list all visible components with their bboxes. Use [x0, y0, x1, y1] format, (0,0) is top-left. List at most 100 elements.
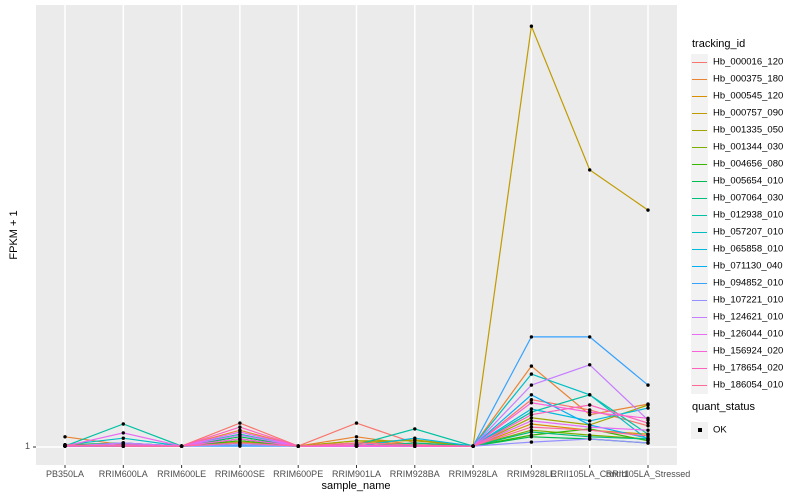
legend-item: Hb_156924_020 — [691, 342, 800, 360]
data-point — [238, 437, 242, 441]
data-point — [238, 430, 242, 434]
data-point — [588, 428, 592, 432]
legend-item-label: Hb_107221_010 — [713, 294, 784, 306]
legend-key-swatch — [691, 172, 708, 190]
data-point — [354, 421, 359, 425]
legend-item: Hb_004656_080 — [691, 155, 800, 173]
legend-item: Hb_000016_120 — [691, 53, 800, 71]
legend-key-swatch — [691, 155, 708, 173]
data-point — [529, 413, 534, 417]
legend-line-icon — [692, 299, 707, 302]
legend-item-label: Hb_012938_010 — [713, 209, 784, 221]
legend-line-icon — [692, 146, 707, 149]
data-point — [646, 208, 650, 212]
black-point-icon — [697, 428, 702, 432]
x-tick-label-RRIM928LE: RRIM928LE — [506, 469, 556, 479]
legend-item: Hb_000375_180 — [691, 70, 800, 88]
legend-line-icon — [692, 282, 707, 285]
legend-line-icon — [692, 214, 707, 217]
legend-item: Hb_071130_040 — [691, 257, 800, 275]
data-point — [646, 383, 650, 387]
legend-key-swatch — [691, 206, 708, 224]
legend-key-swatch — [691, 70, 708, 88]
legend-key-swatch — [691, 104, 708, 122]
legend-line-icon — [692, 231, 707, 234]
x-tick-label-RRIM928LA: RRIM928LA — [448, 469, 498, 479]
data-point — [529, 364, 534, 368]
x-tick-label-RRIM600PE: RRIM600PE — [273, 469, 324, 479]
data-point — [296, 444, 300, 448]
data-point — [238, 421, 242, 425]
legend-item: Hb_007064_030 — [691, 189, 800, 207]
legend-key-swatch — [691, 274, 708, 292]
data-point — [588, 403, 592, 407]
legend-key-swatch — [691, 308, 708, 326]
legend-item-label: Hb_071130_040 — [713, 260, 783, 272]
data-point — [238, 441, 242, 445]
legend-item-label: Hb_156924_020 — [713, 345, 784, 357]
legend-key-swatch — [691, 223, 708, 241]
x-axis-title: sample_name — [321, 480, 391, 492]
legend-item: Hb_126044_010 — [691, 325, 800, 343]
x-tick-label-RRIM928BA: RRIM928BA — [389, 469, 440, 479]
quant-status-label: OK — [713, 424, 727, 436]
legend-key-swatch — [691, 121, 708, 139]
quant-status-item: OK — [691, 421, 800, 439]
legend-line-icon — [692, 367, 707, 370]
legend-item: Hb_065858_010 — [691, 240, 800, 258]
legend-item-label: Hb_000016_120 — [713, 56, 784, 68]
legend-line-icon — [692, 78, 707, 81]
legend-item: Hb_094852_010 — [691, 274, 800, 292]
legend-item: Hb_107221_010 — [691, 291, 800, 309]
y-axis-title: FPKM + 1 — [8, 210, 20, 260]
data-point — [588, 437, 592, 441]
data-point — [121, 436, 126, 440]
legend-key-swatch — [691, 359, 708, 377]
data-point — [588, 413, 592, 417]
data-point — [529, 401, 534, 405]
data-point — [646, 403, 650, 407]
data-point — [529, 393, 534, 397]
legend-key-swatch — [691, 240, 708, 258]
legend-line-icon — [692, 384, 707, 387]
data-point — [471, 444, 475, 448]
legend-item-label: Hb_186054_010 — [713, 379, 784, 391]
data-point — [646, 416, 650, 420]
data-point — [238, 425, 242, 429]
data-point — [238, 433, 242, 437]
data-point — [529, 425, 534, 429]
legend-item-label: Hb_126044_010 — [713, 328, 784, 340]
legend-item: Hb_124621_010 — [691, 308, 800, 326]
data-point — [529, 416, 534, 420]
legend-key-swatch — [691, 87, 708, 105]
data-point — [529, 430, 534, 434]
x-tick-label-RRIM600LE: RRIM600LE — [157, 469, 207, 479]
data-point — [588, 410, 592, 414]
legend-item: Hb_012938_010 — [691, 206, 800, 224]
legend-item: Hb_001344_030 — [691, 138, 800, 156]
legend-item-label: Hb_124621_010 — [713, 311, 784, 323]
data-point — [646, 406, 650, 410]
legend-item: Hb_000757_090 — [691, 104, 800, 122]
x-tick-label-RRIM901LA: RRIM901LA — [331, 469, 382, 479]
legend-item: Hb_178654_020 — [691, 359, 800, 377]
legend-item-label: Hb_000545_120 — [713, 90, 784, 102]
data-point — [588, 363, 592, 367]
x-tick-label-RRIM600LA: RRIM600LA — [98, 469, 148, 479]
data-point — [529, 440, 534, 444]
data-point — [121, 422, 126, 426]
data-point — [121, 444, 126, 448]
legend-line-icon — [692, 163, 707, 166]
legend-item: Hb_005654_010 — [691, 172, 800, 190]
x-tick-label-RRII105LA_Stressed: RRII105LA_Stressed — [605, 469, 691, 479]
legend-key-swatch — [691, 376, 708, 394]
data-point — [529, 435, 534, 439]
legend-line-icon — [692, 316, 707, 319]
data-point — [646, 428, 650, 432]
legend-item: Hb_001335_050 — [691, 121, 800, 139]
legend-line-icon — [692, 197, 707, 200]
y-tick-label-1: 1 — [24, 441, 30, 451]
legend-item-label: Hb_000757_090 — [713, 107, 784, 119]
data-point — [646, 421, 650, 425]
legend-line-icon — [692, 350, 707, 353]
